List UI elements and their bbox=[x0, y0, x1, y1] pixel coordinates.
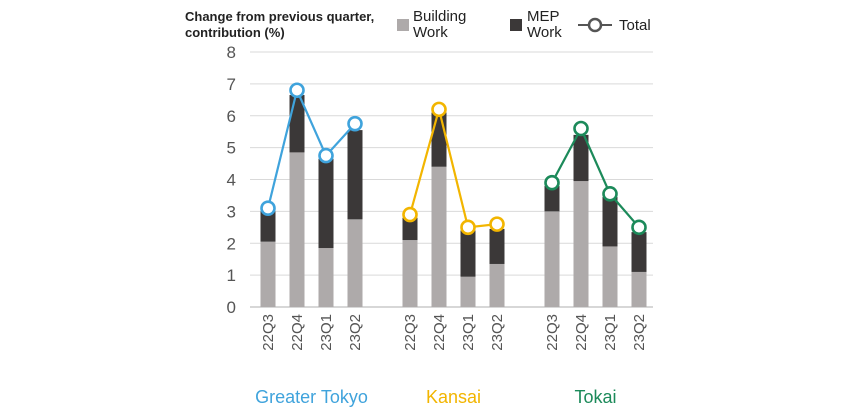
y-axis-title-line-2: contribution (%) bbox=[185, 25, 285, 40]
legend: Building Work MEP Work Total bbox=[397, 8, 651, 41]
total-point-0-2 bbox=[318, 147, 334, 164]
bar-building-0-3 bbox=[347, 219, 363, 307]
y-tick-label-7: 7 bbox=[227, 75, 236, 94]
bar-mep-0-0 bbox=[260, 211, 276, 242]
bar-mep-2-0 bbox=[544, 185, 560, 212]
y-axis-title-line-1: Change from previous quarter, bbox=[185, 9, 374, 24]
bar-building-0-1 bbox=[289, 152, 305, 307]
legend-label-building-line-1: Building bbox=[413, 8, 466, 25]
gridlines bbox=[250, 51, 653, 308]
bar-mep-2-1 bbox=[573, 134, 589, 182]
x-tick-label-0-3: 23Q2 bbox=[347, 314, 364, 351]
x-tick-label-1-1: 22Q4 bbox=[431, 314, 448, 351]
y-tick-label-6: 6 bbox=[227, 107, 236, 126]
y-tick-label-0: 0 bbox=[227, 298, 236, 317]
x-tick-label-0-0: 22Q3 bbox=[260, 314, 277, 351]
total-point-1-2 bbox=[460, 219, 476, 236]
x-tick-label-1-2: 23Q1 bbox=[460, 314, 477, 351]
x-tick-label-2-1: 22Q4 bbox=[573, 314, 590, 351]
total-point-2-1 bbox=[573, 120, 589, 137]
x-tick-label-2-2: 23Q1 bbox=[602, 314, 619, 351]
group-labels: Greater Tokyo Kansai Tokai bbox=[255, 387, 616, 407]
bar-building-2-2 bbox=[602, 246, 618, 307]
bar-building-0-0 bbox=[260, 241, 276, 307]
bar-building-0-2 bbox=[318, 248, 334, 307]
y-tick-label-8: 8 bbox=[227, 43, 236, 62]
x-tick-label-0-1: 22Q4 bbox=[289, 314, 306, 351]
total-line-0 bbox=[266, 86, 356, 209]
legend-marker-total bbox=[587, 17, 603, 33]
group-label-1: Kansai bbox=[426, 387, 481, 407]
bar-building-2-1 bbox=[573, 181, 589, 307]
y-tick-label-1: 1 bbox=[227, 266, 236, 285]
y-axis-ticks: 0 1 2 3 4 5 6 7 8 bbox=[227, 43, 236, 317]
bar-building-1-2 bbox=[460, 276, 476, 307]
x-tick-label-1-3: 23Q2 bbox=[489, 314, 506, 351]
group-label-2: Tokai bbox=[574, 387, 616, 407]
y-tick-label-2: 2 bbox=[227, 234, 236, 253]
bar-mep-1-1 bbox=[431, 112, 447, 167]
legend-swatch-mep-work bbox=[510, 19, 522, 31]
bar-building-1-0 bbox=[402, 240, 418, 307]
total-point-0-0 bbox=[260, 200, 276, 216]
total-line-2 bbox=[551, 125, 640, 229]
total-point-0-1 bbox=[289, 82, 305, 99]
total-lines bbox=[260, 82, 647, 236]
total-point-2-0 bbox=[544, 174, 560, 191]
legend-label-building-line-2: Work bbox=[413, 24, 448, 41]
x-tick-label-0-2: 23Q1 bbox=[318, 314, 335, 351]
legend-swatch-building-work bbox=[397, 19, 409, 31]
total-line-1 bbox=[408, 105, 498, 229]
bars bbox=[260, 95, 647, 307]
bar-building-2-3 bbox=[631, 271, 647, 307]
bar-mep-0-2 bbox=[318, 158, 334, 249]
total-point-2-3 bbox=[631, 219, 647, 236]
bar-mep-0-3 bbox=[347, 130, 363, 220]
total-point-0-3 bbox=[347, 115, 363, 132]
total-point-1-3 bbox=[489, 216, 505, 232]
total-point-2-2 bbox=[602, 186, 618, 202]
y-axis-title: Change from previous quarter, contributi… bbox=[185, 9, 374, 40]
bar-mep-1-3 bbox=[489, 228, 505, 264]
y-tick-label-4: 4 bbox=[227, 171, 236, 190]
bar-building-1-1 bbox=[431, 166, 447, 307]
y-tick-label-5: 5 bbox=[227, 139, 236, 158]
x-tick-label-2-0: 22Q3 bbox=[544, 314, 561, 351]
total-point-1-0 bbox=[402, 206, 418, 223]
bar-mep-2-3 bbox=[631, 232, 647, 272]
x-tick-label-1-0: 22Q3 bbox=[402, 314, 419, 351]
bar-mep-1-2 bbox=[460, 230, 476, 277]
y-tick-label-3: 3 bbox=[227, 202, 236, 221]
legend-label-mep-line-2: Work bbox=[527, 24, 562, 41]
bar-mep-1-0 bbox=[402, 217, 418, 241]
bar-building-2-0 bbox=[544, 211, 560, 307]
group-label-0: Greater Tokyo bbox=[255, 387, 368, 407]
legend-label-total: Total bbox=[619, 17, 651, 34]
legend-label-mep-line-1: MEP bbox=[527, 8, 560, 25]
total-point-1-1 bbox=[431, 101, 447, 118]
x-tick-label-2-3: 23Q2 bbox=[631, 314, 648, 351]
bar-mep-2-2 bbox=[602, 197, 618, 247]
bar-building-1-3 bbox=[489, 263, 505, 307]
x-axis-ticks: 22Q3 22Q4 23Q1 23Q2 22Q3 22Q4 23Q1 23Q2 22Q3 22Q4… bbox=[260, 314, 648, 351]
